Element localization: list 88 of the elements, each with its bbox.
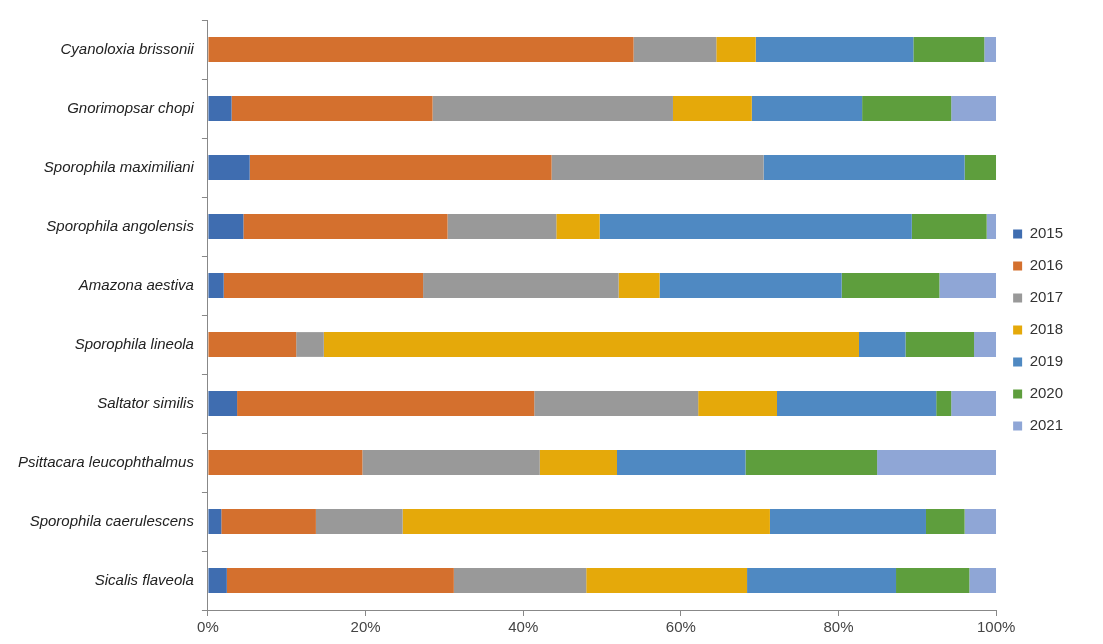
bar: [208, 96, 232, 121]
bar: [659, 273, 842, 298]
bar: [296, 332, 324, 357]
bar: [447, 214, 557, 239]
legend-label: 2021: [1029, 416, 1064, 434]
bar: [951, 391, 997, 416]
bar: [841, 273, 940, 298]
x-tick-label: 60%: [665, 618, 696, 636]
bar: [936, 391, 952, 416]
y-tick-label: Sporophila caerulescens: [29, 511, 195, 529]
bar: [769, 509, 926, 534]
bar: [745, 450, 878, 475]
bar: [618, 273, 660, 298]
legend-label: 2015: [1029, 224, 1064, 242]
bar: [862, 96, 952, 121]
bar: [208, 332, 297, 357]
x-tick-label: 20%: [350, 618, 381, 636]
bar: [208, 568, 227, 593]
bar: [208, 509, 222, 534]
bar: [747, 568, 897, 593]
y-tick-label: Cyanoloxia brissonii: [60, 39, 195, 57]
bar: [951, 96, 997, 121]
bar: [858, 332, 906, 357]
bar: [896, 568, 970, 593]
bar: [534, 391, 699, 416]
bar: [905, 332, 975, 357]
legend-label: 2020: [1029, 384, 1064, 402]
legend-label: 2017: [1029, 288, 1064, 306]
bar: [751, 96, 863, 121]
bar: [556, 214, 600, 239]
bar: [362, 450, 540, 475]
bar: [633, 37, 717, 62]
legend-label: 2016: [1029, 256, 1064, 274]
y-tick-label: Psittacara leucophthalmus: [17, 452, 195, 470]
bar: [243, 214, 448, 239]
bar: [208, 214, 244, 239]
bar: [323, 332, 859, 357]
bar: [432, 96, 673, 121]
bar: [939, 273, 997, 298]
bar: [221, 509, 316, 534]
bar: [223, 273, 424, 298]
bar: [208, 450, 363, 475]
bar: [586, 568, 748, 593]
bar: [237, 391, 535, 416]
y-tick-label: Sicalis flaveola: [94, 570, 194, 588]
bar: [208, 391, 238, 416]
bar: [402, 509, 770, 534]
bar: [423, 273, 619, 298]
bar: [877, 450, 997, 475]
bar: [208, 273, 224, 298]
bar: [986, 214, 997, 239]
bar: [913, 37, 985, 62]
legend-label: 2019: [1029, 352, 1064, 370]
bar: [672, 96, 752, 121]
bar: [617, 450, 746, 475]
bar: [599, 214, 912, 239]
y-tick-label: Sporophila angolensis: [46, 216, 195, 234]
bar: [755, 37, 914, 62]
y-tick-label: Sporophila lineola: [74, 334, 194, 352]
bar: [315, 509, 403, 534]
bar: [698, 391, 778, 416]
bar: [453, 568, 587, 593]
bar: [964, 155, 997, 180]
bar: [984, 37, 997, 62]
bar: [716, 37, 756, 62]
x-tick-label: 40%: [508, 618, 539, 636]
y-tick-label: Sporophila maximiliani: [43, 157, 195, 175]
bar: [551, 155, 764, 180]
bar: [964, 509, 997, 534]
y-tick-label: Saltator similis: [97, 393, 195, 411]
bar: [763, 155, 965, 180]
bar: [208, 37, 634, 62]
bar: [925, 509, 965, 534]
x-tick-label: 80%: [823, 618, 854, 636]
bar: [208, 155, 250, 180]
bar: [226, 568, 454, 593]
bar: [231, 96, 433, 121]
bar: [539, 450, 618, 475]
y-tick-label: Gnorimopsar chopi: [67, 98, 195, 116]
y-tick-label: Amazona aestiva: [77, 275, 194, 293]
x-tick-label: 100%: [976, 618, 1016, 636]
bar: [777, 391, 937, 416]
bar: [911, 214, 987, 239]
x-tick-label: 0%: [197, 618, 219, 636]
legend-label: 2018: [1029, 320, 1064, 338]
bar: [969, 568, 997, 593]
bar: [249, 155, 552, 180]
bar: [974, 332, 997, 357]
